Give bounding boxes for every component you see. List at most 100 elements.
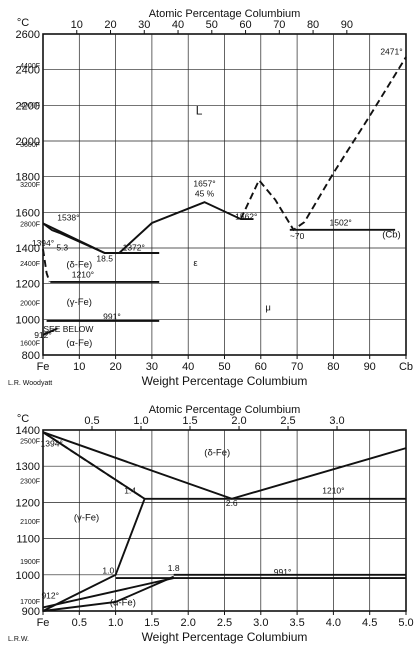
chart-2-x-tick-label: 1.5 <box>144 617 159 629</box>
chart-1-annotation: ε <box>193 258 198 269</box>
chart-2-boundary-line <box>42 577 174 609</box>
chart-1-top-tick-label: 10 <box>71 19 83 31</box>
chart-1-annotation: (δ-Fe) <box>66 260 92 271</box>
chart-1-y-tick-label: 1800 <box>16 172 40 184</box>
chart-2-top-tick-label: 2.0 <box>231 415 246 427</box>
chart-2-x-tick-label: 5.0 <box>398 617 413 629</box>
chart-2-annotation: 1394° <box>41 438 63 448</box>
chart-1-annotation: (α-Fe) <box>66 338 92 349</box>
chart-2-y-tick-label: 1300 <box>16 461 40 473</box>
chart-1-annotation: (Cb) <box>382 229 400 240</box>
chart-1-annotation: 1372° <box>123 243 145 253</box>
chart-1-annotation: 1502° <box>330 218 352 228</box>
chart-1-y-tick-label: 1400 <box>16 243 40 255</box>
chart-1-annotation: 1562° <box>235 211 257 221</box>
chart-2-x-tick-label: 2.5 <box>217 617 232 629</box>
chart-2-boundary-line <box>42 575 175 612</box>
chart-2-y-tick-label: 1100 <box>16 534 40 546</box>
chart-1-top-tick-label: 80 <box>307 19 319 31</box>
chart-2-yf-tick-label: 1700F <box>20 599 40 606</box>
chart-1-x-tick-label: 80 <box>327 361 339 373</box>
chart-1-x-tick-label: 50 <box>218 361 230 373</box>
chart-2-x-tick-label: Fe <box>37 617 50 629</box>
chart-1-yf-tick-label: 4000F <box>20 103 40 110</box>
chart-1-annotation: 1394° <box>32 238 54 248</box>
chart-1-y-tick-label: 800 <box>22 350 40 362</box>
chart-2-top-tick-label: 2.5 <box>280 415 295 427</box>
chart-2-annotation: 1.8 <box>168 563 180 573</box>
chart-1-x-tick-label: 20 <box>109 361 121 373</box>
chart-1-x-tick-label: 60 <box>255 361 267 373</box>
chart-1-x-tick-label: 90 <box>364 361 376 373</box>
chart-2-yf-tick-label: 2300F <box>20 479 40 486</box>
chart-1-yf-tick-label: 2400F <box>20 261 40 268</box>
chart-1-annotation: 2471° <box>380 47 402 57</box>
chart-1-x-axis-title: Weight Percentage Columbium <box>142 374 308 388</box>
chart-1-yf-tick-label: 3200F <box>20 182 40 189</box>
chart-1-annotation: 991° <box>103 311 121 321</box>
chart-2-annotation: 2.6 <box>226 498 238 508</box>
chart-2-boundary-line <box>42 431 146 500</box>
chart-1-annotation: 1538° <box>57 212 79 222</box>
chart-2-annotation: 991° <box>274 567 292 577</box>
chart-1-boundary-line <box>42 327 58 336</box>
chart-1-annotation: 18.5 <box>96 253 113 263</box>
chart-1-top-tick-label: 50 <box>206 19 218 31</box>
chart-1-boundary-line <box>239 56 407 232</box>
chart-1-top-axis-title: Atomic Percentage Columbium <box>149 8 301 20</box>
chart-2-annotation: 1210° <box>322 485 344 495</box>
chart-2-annotation: 1.4 <box>124 485 136 495</box>
chart-2-x-tick-label: 2.0 <box>181 617 196 629</box>
chart-1-top-tick-label: 70 <box>273 19 285 31</box>
chart-2-credit: L.R.W. <box>8 636 29 643</box>
chart-1-yf-tick-label: 2800F <box>20 221 40 228</box>
chart-1-group <box>42 30 407 359</box>
chart-2-annotation: (γ-Fe) <box>74 513 99 524</box>
chart-2-top-tick-label: 3.0 <box>329 415 344 427</box>
chart-1-y-tick-label: 2000 <box>16 136 40 148</box>
chart-1-annotation: 1210° <box>72 269 94 279</box>
chart-1-boundary-line <box>118 201 254 254</box>
chart-1-top-tick-label: 90 <box>341 19 353 31</box>
chart-1-y-unit-label: °C <box>17 17 29 29</box>
chart-1-x-tick-label: 70 <box>291 361 303 373</box>
chart-1-y-tick-label: 2200 <box>16 100 40 112</box>
chart-1-x-tick-label: 40 <box>182 361 194 373</box>
chart-2-yf-tick-label: 2100F <box>20 519 40 526</box>
chart-1-y-tick-label: 1200 <box>16 279 40 291</box>
chart-2-yf-tick-label: 1900F <box>20 559 40 566</box>
chart-1-annotation: ~70 <box>290 231 305 241</box>
chart-1-annotation: 5.3 <box>56 243 68 253</box>
chart-2-x-tick-label: 1.0 <box>108 617 123 629</box>
chart-1-y-tick-label: 1600 <box>16 207 40 219</box>
chart-1-y-tick-label: 2600 <box>16 29 40 41</box>
chart-1-yf-tick-label: 3600F <box>20 142 40 149</box>
chart-2-y-tick-label: 1400 <box>16 425 40 437</box>
chart-2-top-tick-label: 1.0 <box>133 415 148 427</box>
chart-2-y-tick-label: 900 <box>22 606 40 618</box>
chart-1-annotation: SEE BELOW <box>43 324 93 334</box>
chart-1-annotation: 912° <box>34 330 52 340</box>
chart-2-x-tick-label: 3.0 <box>253 617 268 629</box>
chart-1-annotation: 45 % <box>195 188 215 198</box>
chart-1-annotation: (γ-Fe) <box>67 297 92 308</box>
chart-2-x-tick-label: 0.5 <box>72 617 87 629</box>
chart-1-annotation: 1657° <box>193 178 215 188</box>
chart-2-x-tick-label: 3.5 <box>289 617 304 629</box>
chart-2-boundary-line <box>42 431 407 500</box>
chart-2-annotation: (α-Fe) <box>110 598 136 609</box>
chart-2-yf-tick-label: 2500F <box>20 438 40 445</box>
chart-2-x-tick-label: 4.5 <box>362 617 377 629</box>
chart-1-annotation: μ <box>265 302 270 313</box>
chart-1-credit: L.R. Woodyatt <box>8 380 52 387</box>
chart-2-top-tick-label: 1.5 <box>182 415 197 427</box>
chart-1-top-tick-label: 20 <box>104 19 116 31</box>
chart-1-yf-tick-label: 1600F <box>20 340 40 347</box>
chart-2-x-axis-title: Weight Percentage Columbium <box>142 630 308 644</box>
chart-2-top-axis-title: Atomic Percentage Columbium <box>149 404 301 416</box>
chart-1-top-tick-label: 60 <box>239 19 251 31</box>
chart-2-y-tick-label: 1200 <box>16 497 40 509</box>
chart-1-top-tick-label: 40 <box>172 19 184 31</box>
chart-2-y-tick-label: 1000 <box>16 570 40 582</box>
